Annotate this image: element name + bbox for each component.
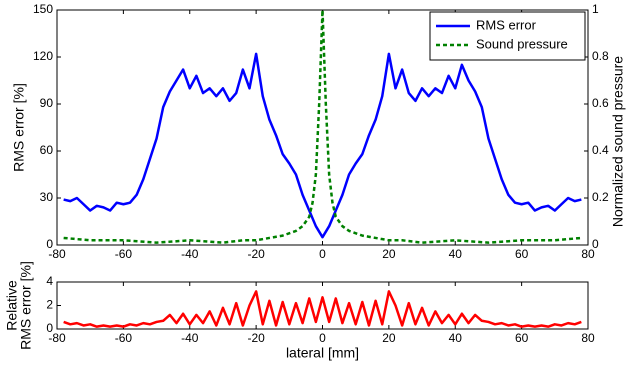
y-axis-title: Relative [4,280,20,331]
x-tick-label: -20 [247,331,265,345]
y2-tick-label: 0.8 [592,49,609,63]
x-tick-label: -80 [48,247,66,261]
x-tick-label: 60 [515,331,529,345]
y2-axis-title: Normalized sound pressure [610,56,626,227]
x-tick-label: -40 [181,247,199,261]
y2-tick-label: 0.6 [592,96,609,110]
y2-tick-label: 0 [592,237,599,251]
x-tick-label: 80 [581,247,595,261]
legend-label: RMS error [476,17,537,32]
x-tick-label: 40 [449,331,463,345]
y-tick-label: 4 [46,274,53,288]
plot-area [56,281,589,330]
y-tick-label: 30 [40,190,54,204]
x-tick-label: -20 [247,247,265,261]
y2-tick-label: 0.2 [592,190,609,204]
x-tick-label: -60 [115,247,133,261]
y-tick-label: 120 [33,49,53,63]
x-tick-label: -80 [48,331,66,345]
x-tick-label: -40 [181,331,199,345]
data-line [63,8,582,244]
y-axis-title: RMS error [%] [18,261,34,350]
x-tick-label: 20 [382,247,396,261]
x-tick-label: 0 [319,247,326,261]
y2-tick-label: 1 [592,2,599,16]
y-tick-label: 150 [33,2,53,16]
y2-tick-label: 0.4 [592,143,609,157]
y-tick-label: 0 [46,321,53,335]
data-line [63,52,582,239]
x-tick-label: 40 [449,247,463,261]
x-tick-label: 20 [382,331,396,345]
data-line [63,290,582,328]
x-tick-label: -60 [115,331,133,345]
y-tick-label: 2 [46,298,53,312]
x-tick-label: 80 [581,331,595,345]
legend-box [429,11,586,61]
y-axis-title: RMS error [%] [11,83,27,172]
x-tick-label: 0 [319,331,326,345]
y-tick-label: 60 [40,143,54,157]
x-tick-label: 60 [515,247,529,261]
y-tick-label: 0 [46,237,53,251]
legend-label: Sound pressure [476,36,568,51]
x-axis-title: lateral [mm] [286,345,359,361]
y-tick-label: 90 [40,96,54,110]
